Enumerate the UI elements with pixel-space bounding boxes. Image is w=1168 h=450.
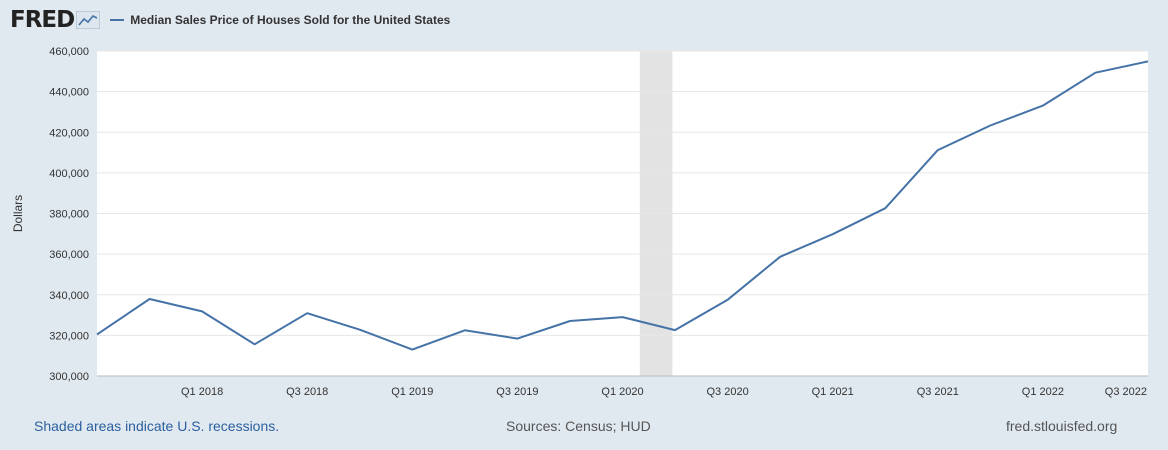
data-point [147,296,153,302]
data-point [777,254,783,260]
chart-header: FRED Median Sales Price of Houses Sold f… [10,6,450,34]
y-axis-title: Dollars [11,195,25,232]
data-point [987,123,993,129]
chart-legend: Median Sales Price of Houses Sold for th… [110,13,450,27]
legend-line-swatch [110,19,125,21]
x-tick-label: Q3 2021 [917,386,959,398]
data-point [514,336,520,342]
data-point [304,310,310,316]
x-tick-label: Q1 2018 [181,386,223,398]
site-link[interactable]: fred.stlouisfed.org [1006,418,1118,434]
recession-note-link[interactable]: Shaded areas indicate U.S. recessions. [34,418,280,434]
fred-logo-text: FRED [10,7,75,33]
data-point [409,347,415,353]
data-point [462,327,468,333]
data-point [1092,70,1098,76]
data-point [830,231,836,237]
data-point [725,297,731,303]
x-tick-label: Q3 2022 [1105,386,1147,398]
data-point [1145,58,1151,64]
legend-series-label: Median Sales Price of Houses Sold for th… [130,13,451,27]
line-chart: 300,000 320,000 340,000 360,000 380,000 400,0… [11,46,1151,398]
y-tick-label: 300,000 [49,371,89,383]
y-tick-label: 360,000 [49,249,89,261]
data-point [567,318,573,324]
x-tick-label: Q3 2019 [496,386,538,398]
y-tick-label: 340,000 [49,290,89,302]
x-tick-label: Q1 2019 [391,386,433,398]
x-tick-label: Q3 2020 [706,386,748,398]
x-tick-label: Q1 2022 [1022,386,1064,398]
data-point [357,327,363,333]
x-tick-label: Q3 2018 [286,386,328,398]
data-point [1040,103,1046,109]
y-tick-label: 440,000 [49,87,89,99]
y-tick-label: 400,000 [49,168,89,180]
data-point [620,314,626,320]
fred-logo[interactable]: FRED [10,7,101,33]
data-point [935,147,941,153]
data-point [672,327,678,333]
sources-text: Sources: Census; HUD [506,418,651,434]
x-tick-label: Q1 2021 [812,386,854,398]
data-point [199,308,205,314]
data-point [94,331,100,337]
y-tick-label: 460,000 [49,46,89,58]
y-tick-label: 380,000 [49,209,89,221]
data-point [252,341,258,347]
x-tick-label: Q1 2020 [601,386,643,398]
data-point [882,205,888,211]
y-tick-label: 320,000 [49,330,89,342]
y-tick-label: 420,000 [49,127,89,139]
graph-icon [76,11,101,29]
series-line [96,60,1149,351]
